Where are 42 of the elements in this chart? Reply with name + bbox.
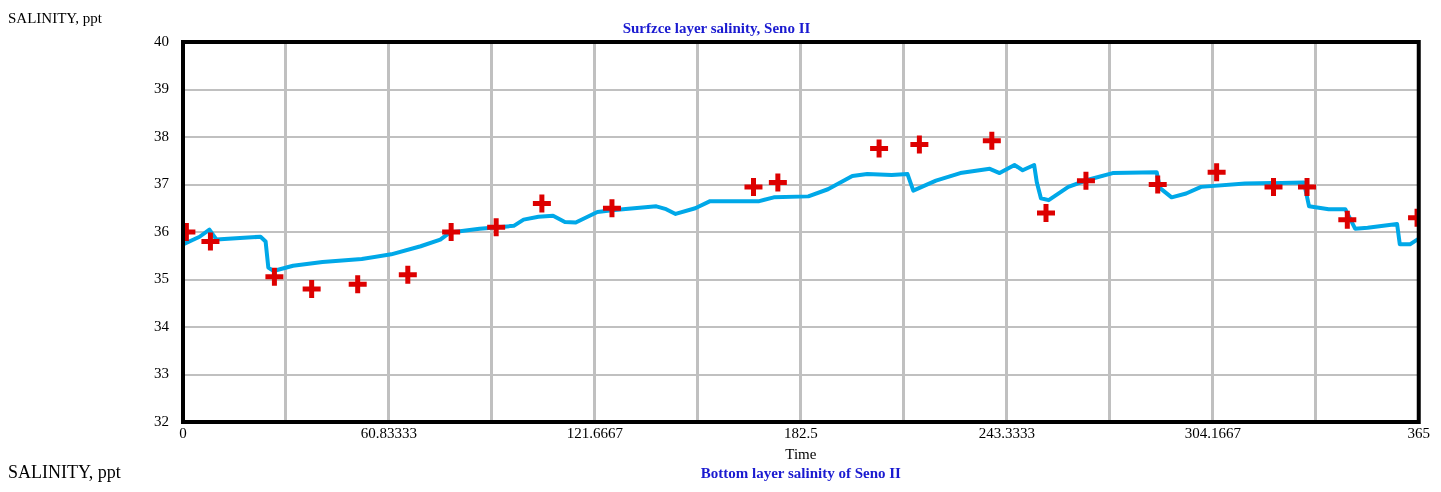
point bbox=[907, 133, 931, 157]
x-tick-label: 365 bbox=[1407, 424, 1430, 441]
x-tick-label: 121.6667 bbox=[566, 424, 624, 441]
x-tick-label: 182.5 bbox=[784, 424, 818, 441]
x-tick-label: 304.1667 bbox=[1184, 424, 1242, 441]
point bbox=[300, 277, 324, 301]
y-tick-label: 35 bbox=[154, 270, 169, 287]
point bbox=[198, 230, 222, 253]
point bbox=[484, 215, 508, 239]
x-tick-label: 243.3333 bbox=[978, 424, 1035, 441]
text: SALINITY, ppt bbox=[8, 461, 121, 482]
y-tick-label: 40 bbox=[154, 32, 169, 49]
y-axis-title: SALINITY, ppt bbox=[8, 10, 103, 27]
point bbox=[600, 196, 624, 220]
point bbox=[741, 175, 765, 199]
point bbox=[439, 220, 463, 244]
text: Bottom layer salinity of Seno II bbox=[700, 465, 902, 482]
point bbox=[980, 129, 1004, 153]
point bbox=[346, 272, 370, 296]
point bbox=[1262, 175, 1286, 199]
point bbox=[1074, 169, 1098, 193]
x-tick-label: 60.83333 bbox=[360, 424, 418, 441]
point bbox=[530, 192, 554, 215]
point bbox=[1335, 208, 1359, 232]
point bbox=[766, 171, 790, 195]
y-tick-label: 38 bbox=[154, 127, 169, 144]
point bbox=[1295, 175, 1319, 199]
y-tick-label: 37 bbox=[154, 175, 170, 192]
point bbox=[262, 265, 286, 289]
point bbox=[867, 136, 891, 160]
y-tick-label: 32 bbox=[154, 412, 169, 429]
point bbox=[1034, 201, 1058, 225]
y-tick-label: 33 bbox=[154, 365, 169, 382]
chart-title: Surfzce layer salinity, Seno II bbox=[622, 19, 811, 36]
point bbox=[396, 263, 420, 287]
point bbox=[1205, 160, 1229, 184]
x-axis-title: Time bbox=[785, 445, 817, 462]
y-tick-label: 34 bbox=[154, 317, 170, 334]
y-tick-label: 36 bbox=[154, 222, 170, 239]
y-tick-label: 39 bbox=[154, 80, 169, 97]
x-tick-label: 0 bbox=[179, 424, 187, 441]
point bbox=[1146, 173, 1170, 196]
